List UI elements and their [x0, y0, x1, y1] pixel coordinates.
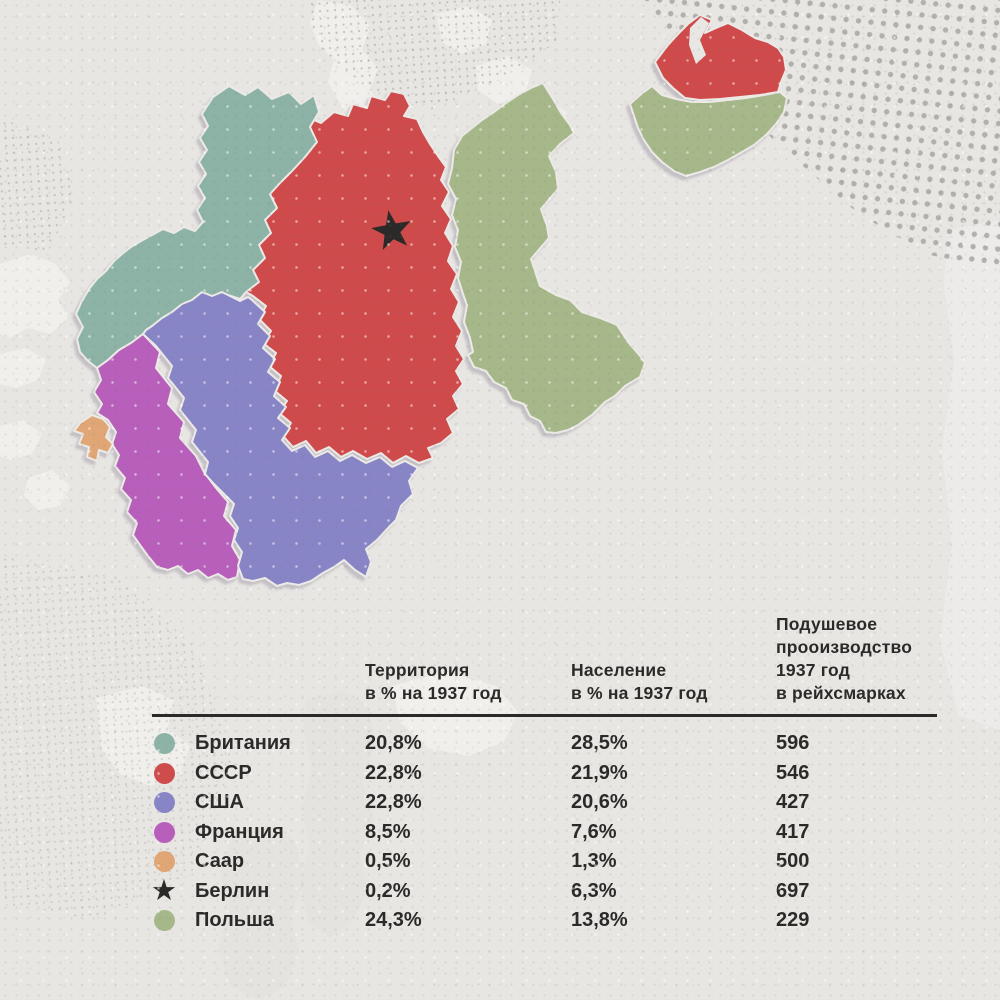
production-value: 427 — [776, 791, 810, 814]
column-header-production: Подушевое прооизводство 1937 год в рейхс… — [776, 613, 937, 705]
row-label: Берлин — [195, 879, 270, 902]
table-row-france: Франция 8,5% 7,6% 417 — [152, 818, 937, 848]
zones-data-table: Территория в % на 1937 год Население в %… — [151, 605, 937, 936]
header-line: прооизводство — [776, 637, 913, 657]
bg-coast-2 — [0, 348, 46, 388]
table-row-usa: США 22,8% 20,6% 427 — [152, 788, 937, 818]
row-label: США — [195, 791, 244, 814]
legend-marker — [152, 910, 195, 932]
zones-group — [73, 14, 788, 587]
zone-poland-region — [447, 82, 646, 434]
header-line: Подушевое — [776, 614, 878, 634]
poland-dot-icon — [154, 910, 175, 932]
row-label: Саар — [195, 850, 245, 873]
bg-blob-4 — [300, 690, 376, 938]
territory-value: 0,2% — [365, 879, 411, 902]
table-row-berlin: ★ Берлин 0,2% 6,3% 697 — [151, 874, 937, 907]
britain-dot-icon — [154, 733, 175, 755]
population-value: 13,8% — [571, 909, 628, 932]
bg-coast-4 — [24, 470, 70, 510]
territory-value: 22,8% — [365, 791, 422, 814]
usa-dot-icon — [154, 792, 175, 814]
territory-value: 20,8% — [365, 732, 422, 755]
production-value: 596 — [776, 732, 810, 755]
zone-poland-east-prussia-region — [629, 85, 788, 177]
bg-right-band — [940, 220, 1000, 730]
bg-blob-3 — [218, 824, 304, 1000]
legend-marker — [152, 821, 195, 843]
row-label: Британия — [195, 732, 291, 755]
production-value: 417 — [776, 820, 810, 843]
header-line: Население — [571, 660, 667, 680]
berlin-star-icon: ★ — [151, 874, 177, 907]
saar-dot-icon — [154, 851, 175, 873]
population-value: 7,6% — [571, 820, 617, 843]
halftone-top-center — [305, 0, 560, 110]
zone-usa-region — [142, 291, 419, 587]
zone-saar-region — [73, 414, 114, 462]
row-label: Польша — [195, 909, 274, 932]
population-value: 21,9% — [571, 761, 628, 784]
production-value: 500 — [776, 850, 810, 873]
ussr-dot-icon — [154, 762, 175, 784]
territory-value: 24,3% — [365, 909, 422, 932]
zone-france-region — [93, 333, 241, 581]
table-row-saar: Саар 0,5% 1,3% 500 — [152, 847, 937, 877]
header-line: в % на 1937 год — [365, 683, 502, 703]
header-line: Территория — [365, 660, 470, 680]
legend-marker — [152, 762, 195, 784]
header-line: 1937 год — [776, 660, 851, 680]
france-dot-icon — [154, 821, 175, 843]
table-row-poland: Польша 24,3% 13,8% 229 — [152, 906, 937, 936]
row-label: Франция — [195, 820, 284, 843]
population-value: 1,3% — [571, 850, 617, 873]
berlin-star-map-icon — [371, 210, 411, 250]
production-value: 229 — [776, 909, 810, 932]
table-row-ussr: СССР 22,8% 21,9% 546 — [152, 759, 937, 789]
territory-value: 22,8% — [365, 761, 422, 784]
table-divider — [152, 714, 937, 717]
east-prussia-notch — [689, 17, 709, 64]
table-row-britain: Британия 20,8% 28,5% 596 — [152, 729, 937, 759]
legend-marker — [152, 851, 195, 873]
production-value: 546 — [776, 761, 810, 784]
population-value: 20,6% — [571, 791, 628, 814]
header-line: в рейхсмарках — [776, 683, 906, 703]
column-header-territory: Территория в % на 1937 год — [365, 659, 571, 705]
territory-value: 8,5% — [365, 820, 411, 843]
population-value: 28,5% — [571, 732, 628, 755]
row-label: СССР — [195, 761, 252, 784]
column-header-population: Население в % на 1937 год — [571, 659, 776, 705]
population-value: 6,3% — [571, 879, 617, 902]
bg-coast-1 — [0, 254, 70, 338]
header-line: в % на 1937 год — [571, 683, 708, 703]
table-header-row: Территория в % на 1937 год Население в %… — [152, 605, 937, 705]
territory-value: 0,5% — [365, 850, 411, 873]
production-value: 697 — [776, 879, 810, 902]
zone-ussr-east-prussia-region — [654, 14, 787, 101]
halftone-left — [0, 118, 76, 252]
legend-marker: ★ — [151, 874, 195, 907]
bg-coast-3 — [0, 420, 42, 460]
legend-marker — [152, 792, 195, 814]
legend-marker — [152, 733, 195, 755]
